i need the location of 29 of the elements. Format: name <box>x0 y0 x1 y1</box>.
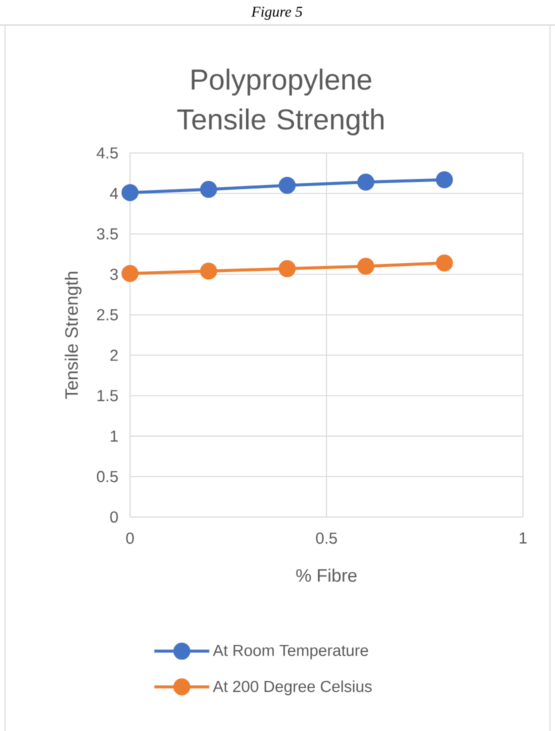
caption: Figure 5 <box>251 6 302 20</box>
point <box>122 184 138 202</box>
y-tick-label: 1.5 <box>98 390 118 402</box>
legend-label: At Room Temperature <box>212 644 368 660</box>
y-tick-label: 2.5 <box>97 309 118 320</box>
y-tick-label: 0.5 <box>96 470 118 482</box>
point <box>436 254 453 272</box>
x-tick-label: 1 <box>520 532 527 544</box>
y-tick-label: 4.5 <box>96 147 118 159</box>
x-tick-label: 0.5 <box>316 532 337 544</box>
legend-label: At 200 Degree Celsius <box>212 680 372 696</box>
point <box>278 260 296 278</box>
point <box>357 258 374 275</box>
chart-title: Polypropylene Tensile Strength <box>177 68 384 136</box>
y-tick-label: 1 <box>110 430 118 442</box>
point <box>122 265 138 282</box>
x-tick-label: 0 <box>126 532 134 544</box>
point <box>200 262 218 280</box>
x-axis-title: % Fibre <box>296 568 357 582</box>
y-axis-title: Tensile Strength <box>64 272 82 399</box>
point <box>278 176 296 194</box>
y-tick-label: 3 <box>110 268 118 280</box>
point <box>357 174 374 191</box>
y-tick-label: 3.5 <box>96 228 118 240</box>
y-tick-label: 4 <box>110 188 118 199</box>
y-tick-label: 0 <box>110 511 118 523</box>
point <box>200 180 218 198</box>
y-tick-label: 2 <box>110 350 118 361</box>
point <box>436 171 453 188</box>
